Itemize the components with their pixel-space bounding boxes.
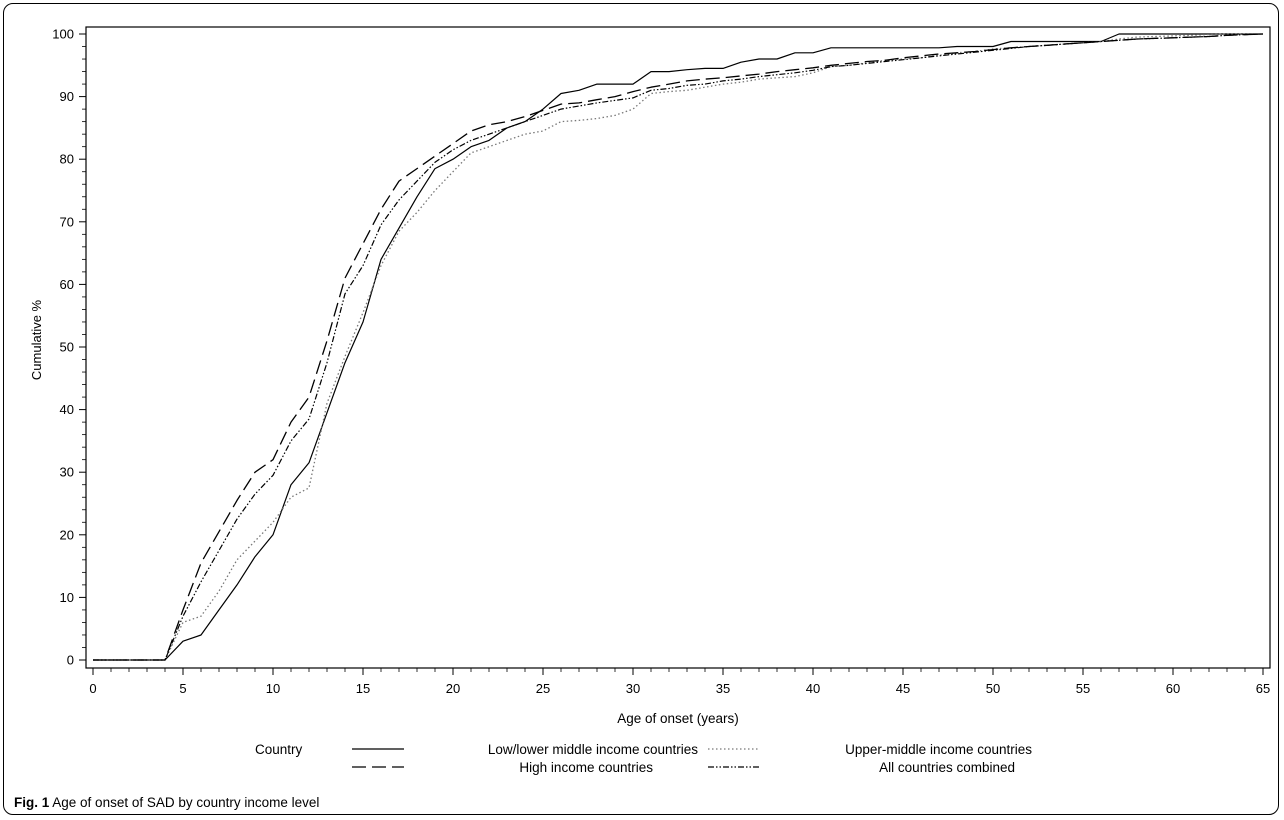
x-tick-label: 40 (806, 681, 820, 696)
x-axis-label: Age of onset (years) (617, 711, 739, 726)
y-tick-label: 10 (60, 590, 74, 605)
series-line-1 (93, 33, 1263, 661)
figure-label: Fig. 1 (14, 795, 50, 810)
legend-label-4: All countries combined (879, 760, 1015, 775)
y-tick-label: 0 (67, 653, 74, 668)
legend-label-3: High income countries (519, 760, 653, 775)
y-tick-label: 90 (60, 89, 74, 104)
legend-title: Country (255, 742, 303, 757)
legend-label-2: Upper-middle income countries (845, 742, 1032, 757)
plot-frame (85, 26, 1271, 669)
figure-caption: Fig. 1 Age of onset of SAD by country in… (14, 795, 319, 810)
axes: 0 5 10 15 20 25 30 35 40 45 50 55 60 65 0 10 20 30 40 50 60 7… (52, 26, 1271, 696)
x-tick-label: 50 (986, 681, 1000, 696)
y-tick-label: 100 (52, 27, 74, 42)
y-axis-label: Cumulative % (29, 299, 44, 380)
x-tick-label: 60 (1166, 681, 1180, 696)
x-tick-label: 45 (896, 681, 910, 696)
x-tick-label: 15 (356, 681, 370, 696)
series-line-4 (93, 33, 1264, 661)
y-tick-label: 20 (60, 527, 74, 542)
y-tick-label: 50 (60, 340, 74, 355)
x-tick-label: 55 (1076, 681, 1090, 696)
y-tick-label: 30 (60, 465, 74, 480)
y-tick-label: 40 (60, 402, 74, 417)
x-tick-label: 25 (536, 681, 550, 696)
x-tick-label: 30 (626, 681, 640, 696)
x-tick-label: 65 (1256, 681, 1270, 696)
series-line-2 (93, 33, 1263, 661)
figure-frame (3, 3, 1279, 815)
x-tick-label: 10 (266, 681, 280, 696)
y-tick-label: 70 (60, 214, 74, 229)
legend-label-1: Low/lower middle income countries (488, 742, 698, 757)
y-tick-label: 60 (60, 277, 74, 292)
x-tick-label: 35 (716, 681, 730, 696)
x-tick-label: 20 (446, 681, 460, 696)
series-line-3 (93, 33, 1264, 661)
caption-text: Age of onset of SAD by country income le… (52, 795, 320, 810)
x-tick-label: 5 (179, 681, 186, 696)
y-tick-label: 80 (60, 152, 74, 167)
legend: Country Low/lower middle income countrie… (255, 742, 1032, 775)
x-tick-label: 0 (89, 681, 96, 696)
plot-area (93, 33, 1264, 661)
